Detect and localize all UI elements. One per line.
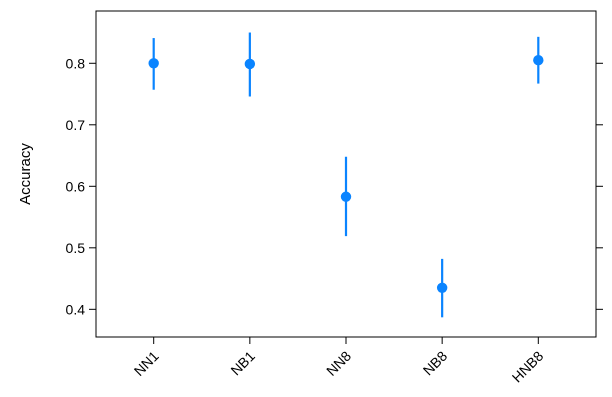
x-tick-label: NN8 [323, 348, 354, 379]
y-tick-label: 0.5 [66, 240, 86, 256]
data-point [244, 58, 256, 70]
data-point [340, 191, 352, 202]
data-point [533, 55, 544, 66]
y-axis-left-ticks: 0.4 0.5 0.6 0.7 0.8 [66, 55, 96, 317]
x-tick-label: NN1 [131, 348, 162, 379]
y-axis-right-ticks [596, 62, 603, 310]
x-tick-label: NB1 [227, 348, 258, 379]
y-tick-label: 0.7 [66, 117, 86, 133]
x-tick-label: HNB8 [509, 348, 547, 386]
y-axis-label: Accuracy [17, 143, 34, 205]
y-tick-label: 0.6 [66, 178, 86, 194]
x-axis-ticks: NN1 NB1 NN8 NB8 HNB8 [131, 337, 547, 386]
chart-marks [148, 32, 544, 318]
data-point [436, 282, 448, 293]
y-tick-label: 0.8 [66, 55, 86, 71]
y-tick-label: 0.4 [66, 301, 86, 317]
x-tick-label: NB8 [420, 348, 451, 379]
data-point [148, 58, 159, 69]
